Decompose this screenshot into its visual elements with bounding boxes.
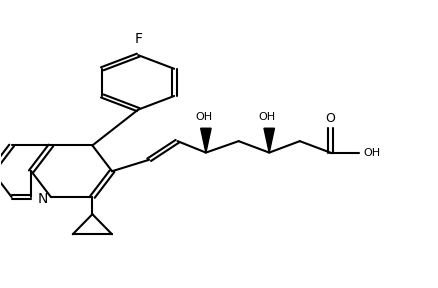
Text: N: N xyxy=(38,192,48,206)
Text: OH: OH xyxy=(363,147,380,158)
Polygon shape xyxy=(264,128,275,153)
Text: OH: OH xyxy=(195,112,212,122)
Text: F: F xyxy=(134,32,142,46)
Polygon shape xyxy=(201,128,211,153)
Text: OH: OH xyxy=(258,112,276,122)
Text: O: O xyxy=(325,112,335,125)
